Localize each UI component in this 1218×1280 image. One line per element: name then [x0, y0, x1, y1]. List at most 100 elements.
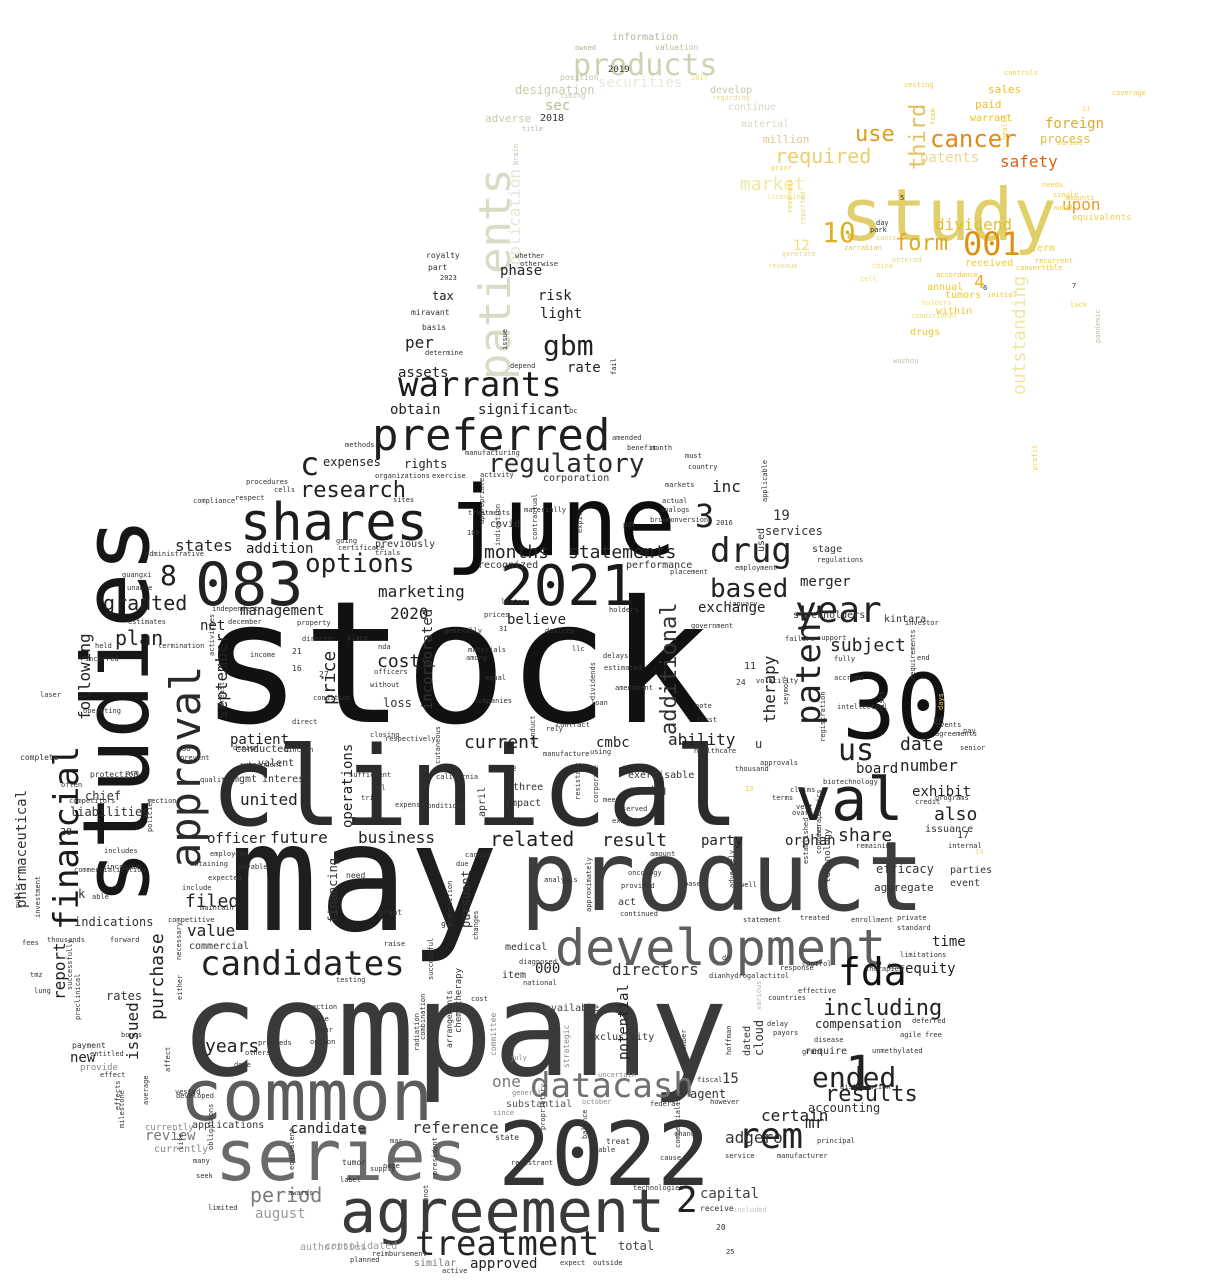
cloud-word-initial: initial [987, 291, 1017, 299]
cloud-word-fda: fda [838, 950, 907, 994]
cloud-word-mgmt: mgmt [233, 774, 257, 785]
cloud-word-7: 7 [1072, 282, 1076, 290]
cloud-word-payable: payable [238, 863, 268, 871]
cloud-word-disease: disease [814, 1036, 844, 1044]
cloud-word-administrative: administrative [145, 550, 204, 558]
cloud-word-rely: rely [546, 725, 563, 733]
cloud-word-fail: fail [610, 358, 618, 375]
cloud-word-enrollment: enrollment [851, 916, 893, 924]
cloud-word-manufacture: manufacture [543, 750, 589, 758]
cloud-word-thousand: thousand [735, 765, 769, 773]
cloud-word-therapies: therapies [865, 965, 903, 973]
cloud-word-director: director [302, 635, 336, 643]
cloud-word-planned: planned [350, 1256, 380, 1264]
cloud-word-pandemic: pandemic [1094, 309, 1102, 343]
cloud-word-approval: approval [161, 666, 210, 868]
cloud-word-development: development [555, 919, 886, 977]
cloud-word-requirements: requirements [909, 629, 917, 680]
cloud-word-companies: companies [474, 697, 512, 705]
cloud-word-event: event [950, 878, 980, 889]
cloud-word-item: item [502, 970, 526, 981]
cloud-word-officer: officer [207, 831, 266, 847]
cloud-word-label: label [340, 1176, 361, 1184]
cloud-word-form: form [895, 231, 948, 256]
cloud-word-countries: countries [768, 994, 806, 1002]
cloud-word-covid: covid [490, 519, 520, 530]
cloud-word-placement: placement [670, 568, 708, 576]
cloud-word-conditional: conditional [911, 312, 957, 320]
cloud-word-generate: generate [782, 250, 816, 258]
cloud-word-activity: activity [480, 471, 514, 479]
cloud-word-canada: canada [465, 851, 490, 859]
cloud-word-future: future [270, 828, 328, 847]
cloud-word-actual: actual [662, 497, 687, 505]
cloud-word-adversely: adversely [728, 850, 736, 888]
cloud-word-closing: closing [370, 731, 400, 739]
cloud-word-develop: develop [710, 85, 752, 96]
cloud-word-proprietary: proprietary [539, 1084, 547, 1130]
cloud-word-process: process [1040, 132, 1091, 146]
cloud-word-following: following [75, 633, 94, 720]
cloud-word-often: often [61, 781, 82, 789]
cloud-word-coverage: coverage [1112, 89, 1146, 97]
cloud-word-conduct: conduct [529, 715, 537, 745]
cloud-word-amendment: amendment [615, 684, 653, 692]
cloud-word-upon: upon [1062, 195, 1101, 214]
cloud-word-dividends: dividends [589, 662, 597, 700]
cloud-word-treatment: treatment [415, 1224, 599, 1264]
cloud-word-whether: whether [515, 252, 545, 260]
cloud-word-patients: patients [470, 168, 521, 380]
cloud-word-substantial: substantial [506, 1099, 572, 1110]
cloud-word-drug: drug [710, 531, 792, 571]
cloud-word-10: 10 [822, 216, 856, 249]
cloud-word-prior: prior [771, 164, 792, 172]
cloud-word-indication: indication [494, 504, 502, 546]
cloud-word-per: per [405, 333, 434, 352]
cloud-word-prevent: prevent [180, 754, 210, 762]
cloud-word-position: position [560, 73, 599, 82]
cloud-word-company: company [180, 954, 728, 1106]
cloud-word-001: 001 [963, 225, 1021, 263]
cloud-word-payment: payment [72, 1041, 106, 1050]
cloud-word-estimated: estimated [604, 664, 642, 672]
cloud-word-financing: financing [326, 858, 340, 923]
cloud-word-many: many [193, 1157, 210, 1165]
cloud-word-arm: arm [126, 769, 139, 777]
cloud-word-safety: safety [1000, 152, 1058, 171]
cloud-word-obtain: obtain [390, 402, 441, 418]
cloud-word-preclinical: preclinical [74, 974, 82, 1020]
cloud-word-reimbursement: reimbursement [372, 1250, 427, 1258]
cloud-word-country: country [688, 463, 718, 471]
cloud-word-july: july [510, 1054, 527, 1062]
cloud-word-otherwise: otherwise [520, 260, 558, 268]
cloud-word-adgero: adgero [725, 1128, 783, 1147]
cloud-word-united: united [240, 790, 298, 809]
cloud-word-sufficient: sufficient [349, 771, 391, 779]
cloud-word-connection: connection [295, 1003, 337, 1011]
cloud-word-commercialize: commercialize [674, 1093, 682, 1148]
cloud-word-products: products [573, 48, 718, 83]
cloud-word-sale: sale [312, 1015, 329, 1023]
cloud-word-cmbc: cmbc [596, 735, 630, 751]
cloud-word-gbm: gbm [543, 329, 594, 362]
cloud-word-senior: senior [960, 744, 985, 752]
cloud-word-obligations: obligations [207, 1104, 215, 1150]
cloud-word-held: held [95, 642, 112, 650]
cloud-word-clinical: clinical [210, 723, 740, 851]
cloud-word-2: 2 [676, 1180, 698, 1221]
cloud-word-potential: potential [616, 984, 632, 1060]
cloud-word-appropriate: appropriate [478, 478, 486, 524]
cloud-word-also: also [934, 804, 977, 825]
cloud-word-expected: expected [208, 874, 242, 882]
cloud-word-third: third [906, 104, 931, 170]
cloud-word-candidates: candidates [200, 944, 405, 984]
cloud-word-contract: contract [556, 721, 590, 729]
cloud-word-june: june [445, 466, 676, 578]
cloud-word-note: note [695, 702, 712, 710]
cloud-word-entitled: entitled [90, 1050, 124, 1058]
cloud-word-october: october [582, 1098, 612, 1106]
cloud-word-limited: limited [208, 1204, 238, 1212]
cloud-word-statement: statement [743, 916, 781, 924]
cloud-word-needs: needs [1042, 181, 1063, 189]
